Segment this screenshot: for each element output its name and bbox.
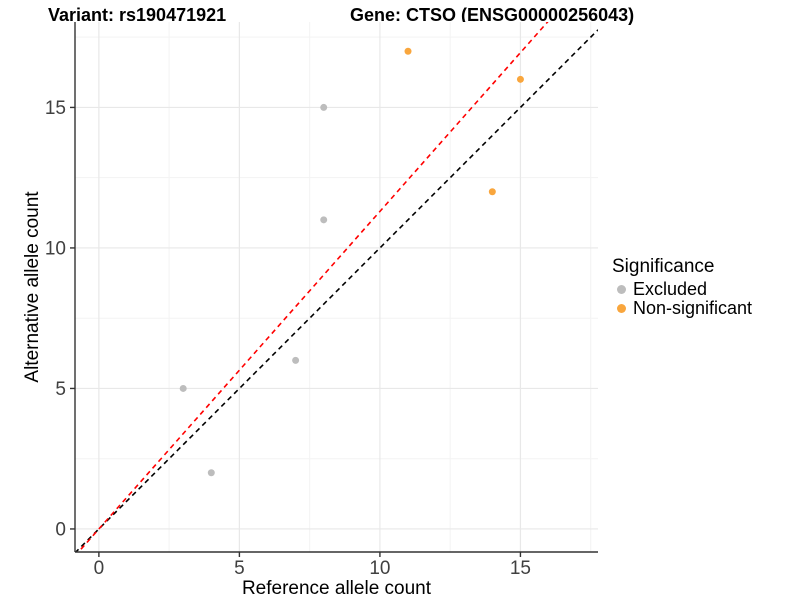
legend-entry-non-significant: Non-significant (612, 298, 753, 318)
expected-ratio-line (77, 22, 549, 552)
point-excluded (320, 216, 328, 224)
point-non-significant (488, 188, 496, 196)
y-tick-label: 0 (55, 519, 66, 540)
point-excluded (179, 384, 187, 392)
plot-panel (75, 22, 598, 552)
legend-entry-label: Excluded (633, 279, 708, 299)
point-excluded (292, 356, 300, 364)
point-excluded (320, 103, 328, 111)
legend-entry-label: Non-significant (633, 298, 753, 318)
legend-entry-excluded: Excluded (612, 279, 752, 299)
x-tick-label: 15 (510, 558, 531, 579)
y-tick-label: 15 (45, 98, 66, 119)
x-tick-label: 10 (369, 558, 390, 579)
non-significant-dot-icon (617, 304, 626, 313)
legend-title: Significance (612, 256, 715, 277)
point-non-significant (516, 75, 524, 83)
variant-title: Variant: rs190471921 (48, 5, 227, 25)
x-tick-label: 5 (234, 558, 245, 579)
identity-line (75, 29, 598, 552)
legend: Significance Excluded Non-significant (612, 256, 752, 318)
y-tick-label: 10 (45, 238, 66, 259)
gene-title: Gene: CTSO (ENSG00000256043) (350, 5, 635, 25)
point-excluded (207, 469, 215, 477)
x-tick-label: 0 (94, 558, 105, 579)
excluded-dot-icon (617, 285, 626, 294)
x-axis-title: Reference allele count (241, 578, 432, 599)
y-tick-label: 5 (55, 379, 66, 400)
y-axis-title: Alternative allele count (22, 191, 43, 383)
point-non-significant (404, 47, 412, 55)
